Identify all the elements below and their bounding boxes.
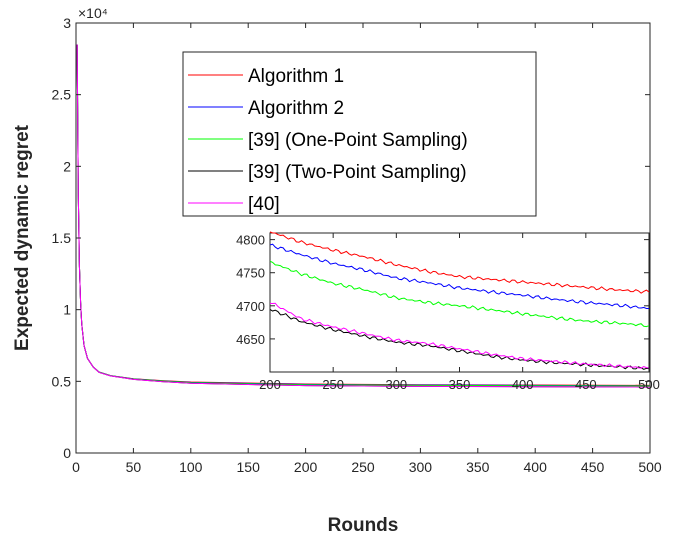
main-series-line-4 <box>76 44 651 388</box>
inset-y-tick-label: 4750 <box>236 266 265 281</box>
legend-label: Algorithm 2 <box>248 98 344 119</box>
main-x-tick-label: 0 <box>72 459 80 475</box>
main-x-tick-label: 400 <box>524 459 548 475</box>
main-y-tick-label: 2 <box>63 158 71 174</box>
main-ticks-group: 0 50 100 150 200 250 300 350 400 450 500 0 0.5 1 1.5 2 2… <box>52 15 662 475</box>
main-y-tick-label: 0.5 <box>52 373 72 389</box>
main-y-tick-label: 1 <box>63 302 71 318</box>
inset-series-line-1 <box>269 243 649 309</box>
inset-x-tick-label: 500 <box>638 377 660 392</box>
main-x-tick-label: 100 <box>179 459 203 475</box>
legend-box <box>182 51 537 217</box>
inset-y-tick-label: 4700 <box>236 299 265 314</box>
main-y-tick-label: 1.5 <box>52 230 72 246</box>
inset-ticks-group: 200 250 300 350 400 450 500 4650 4700 4750 4800 <box>236 233 660 392</box>
legend: Algorithm 1 Algorithm 2 [39] (One-Point Sa… <box>182 51 537 217</box>
inset-series-group <box>269 231 650 370</box>
main-x-tick-label: 450 <box>581 459 605 475</box>
legend-label: [40] <box>248 194 280 215</box>
main-x-tick-label: 250 <box>351 459 375 475</box>
y-multiplier: ×10⁴ <box>78 5 108 21</box>
main-y-tick-label: 0 <box>63 445 71 461</box>
inset-series-line-4 <box>269 302 650 369</box>
x-axis-label: Rounds <box>328 515 399 536</box>
inset-x-tick-label: 250 <box>322 377 344 392</box>
inset-x-tick-label: 450 <box>575 377 597 392</box>
main-x-tick-label: 50 <box>126 459 142 475</box>
legend-label: Algorithm 1 <box>248 66 344 87</box>
inset-x-tick-label: 300 <box>385 377 407 392</box>
inset-y-tick-label: 4650 <box>236 332 265 347</box>
inset-series-line-2 <box>269 260 650 328</box>
inset-x-tick-label: 200 <box>259 377 281 392</box>
main-series-group <box>76 44 651 388</box>
inset-x-tick-label: 350 <box>449 377 471 392</box>
main-x-tick-label: 500 <box>638 459 662 475</box>
inset-series-line-0 <box>269 231 650 294</box>
y-axis-label: Expected dynamic regret <box>12 124 33 351</box>
main-x-tick-label: 300 <box>409 459 433 475</box>
legend-label: [39] (One-Point Sampling) <box>248 130 468 151</box>
main-x-tick-label: 350 <box>466 459 490 475</box>
legend-label: [39] (Two-Point Sampling) <box>248 162 467 183</box>
inset-series-line-3 <box>269 309 650 370</box>
inset-y-tick-label: 4800 <box>236 233 265 248</box>
inset-x-tick-label: 400 <box>512 377 534 392</box>
main-y-tick-label: 3 <box>63 15 71 31</box>
main-y-tick-label: 2.5 <box>52 87 72 103</box>
main-x-tick-label: 150 <box>237 459 261 475</box>
main-x-tick-label: 200 <box>294 459 318 475</box>
